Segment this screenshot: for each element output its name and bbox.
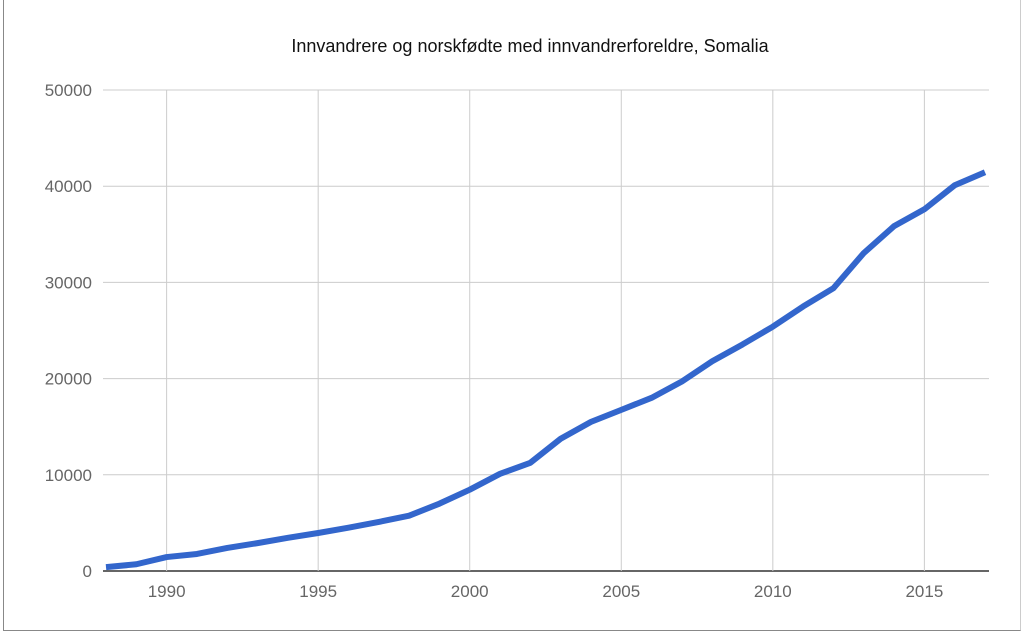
x-tick-label: 1990 xyxy=(148,582,186,601)
y-tick-label: 30000 xyxy=(45,273,92,292)
y-tick-label: 40000 xyxy=(45,177,92,196)
chart-title: Innvandrere og norskfødte med innvandrer… xyxy=(291,36,769,56)
series-line-somalia xyxy=(105,169,987,571)
x-tick-label: 2000 xyxy=(451,582,489,601)
y-tick-label: 0 xyxy=(83,562,92,581)
x-tick-label: 2015 xyxy=(905,582,943,601)
x-tick-label: 1995 xyxy=(299,582,337,601)
chart-frame xyxy=(3,0,1021,631)
y-tick-label: 10000 xyxy=(45,466,92,485)
x-tick-label: 2005 xyxy=(602,582,640,601)
y-tick-label: 50000 xyxy=(45,81,92,100)
x-tick-label: 2010 xyxy=(754,582,792,601)
y-tick-label: 20000 xyxy=(45,370,92,389)
